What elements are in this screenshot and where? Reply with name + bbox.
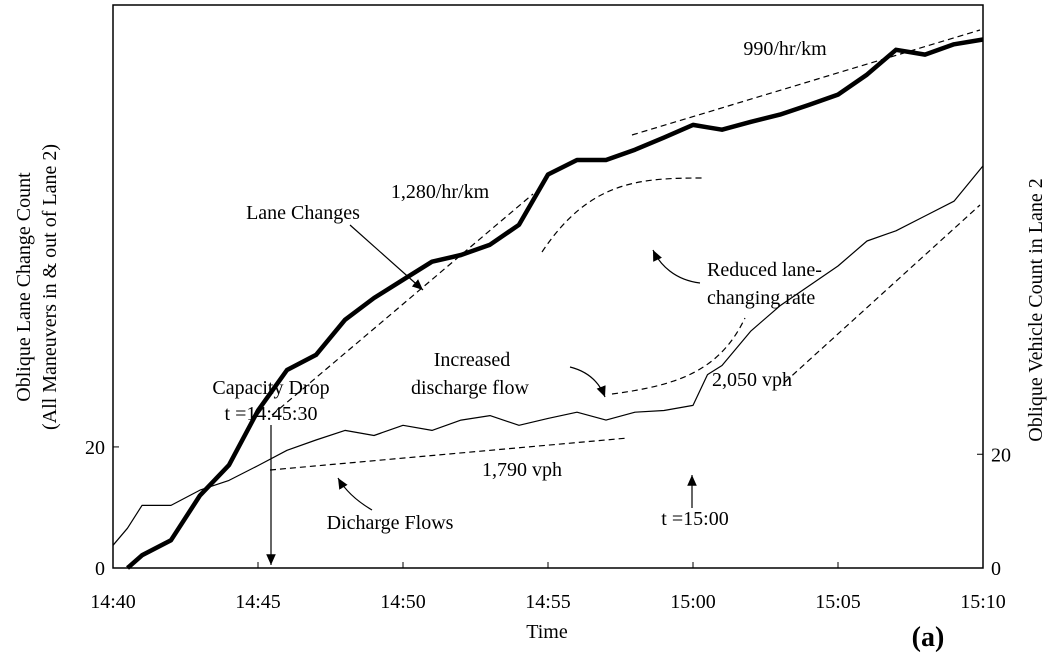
rate-line [271, 193, 534, 416]
plot-frame [112, 4, 984, 569]
series-line [126, 37, 984, 570]
rate-curve [541, 177, 706, 253]
y-tick-label: 0 [95, 558, 105, 580]
series-line [112, 165, 984, 546]
panel-label: (a) [912, 622, 945, 653]
x-tick-label: 14:50 [380, 591, 426, 613]
y2-tick-label: 0 [991, 558, 1001, 580]
y-axis-label: Oblique Lane Change Count [13, 172, 35, 402]
arrow [652, 249, 701, 284]
y-axis-label: (All Maneuvers in & out of Lane 2) [39, 144, 61, 430]
annotation: 990/hr/km [743, 38, 827, 60]
x-axis-label: Time [526, 621, 568, 643]
x-tick-label: 14:40 [90, 591, 136, 613]
flow-line [269, 437, 629, 471]
y2-axis-label: Oblique Vehicle Count in Lane 2 [1025, 178, 1047, 441]
flow-line [784, 204, 981, 383]
x-tick-label: 14:55 [525, 591, 571, 613]
arrow [337, 477, 373, 511]
annotation: Dicharge Flows [327, 512, 454, 534]
annotations: 990/hr/km 1,280/hr/km Lane Changes Reduc… [212, 29, 981, 565]
annotation: Capacity Drop [212, 377, 329, 399]
annotation: Lane Changes [246, 202, 360, 224]
flow-curve [611, 317, 746, 395]
annotation: 1,280/hr/km [391, 181, 490, 203]
annotation: Reduced lane- [707, 259, 822, 281]
annotation: t =15:00 [661, 508, 728, 530]
y2-tick-label: 20 [991, 444, 1011, 466]
rate-line [631, 29, 981, 136]
annotation: 2,050 vph [712, 369, 792, 391]
annotation: t =14:45:30 [225, 403, 318, 425]
arrow [569, 366, 606, 398]
x-tick-label: 15:00 [670, 591, 716, 613]
x-tick-label: 14:45 [235, 591, 281, 613]
x-tick-label: 15:05 [815, 591, 861, 613]
annotation: 1,790 vph [482, 459, 562, 481]
x-tick-label: 15:10 [960, 591, 1006, 613]
arrow [349, 224, 424, 291]
annotation: discharge flow [411, 377, 529, 399]
annotation: changing rate [707, 287, 815, 309]
y-tick-label: 20 [85, 437, 105, 459]
annotation: Increased [434, 349, 511, 371]
